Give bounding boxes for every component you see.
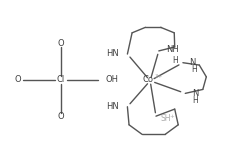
Text: H: H (172, 56, 178, 64)
Text: H: H (191, 65, 197, 74)
Text: O: O (58, 39, 64, 48)
Text: Cl: Cl (57, 76, 65, 84)
Text: NH: NH (166, 45, 179, 54)
Text: HN: HN (106, 49, 118, 58)
Text: N: N (189, 58, 196, 67)
Text: N: N (192, 89, 198, 98)
Text: HN: HN (106, 102, 118, 111)
Text: H: H (192, 96, 198, 105)
Text: Co: Co (143, 76, 154, 84)
Text: O: O (14, 76, 21, 84)
Text: 3+: 3+ (155, 74, 163, 79)
Text: OH: OH (106, 76, 118, 84)
Text: SH: SH (160, 114, 171, 123)
Text: O: O (58, 112, 64, 121)
Text: +: + (169, 114, 174, 120)
